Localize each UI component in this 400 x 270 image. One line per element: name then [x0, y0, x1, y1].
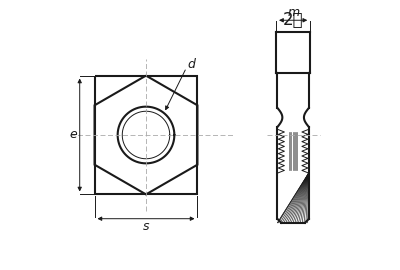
Text: m: m	[287, 6, 299, 19]
Text: s: s	[143, 220, 149, 233]
Text: e: e	[70, 129, 78, 141]
Text: d: d	[187, 58, 195, 71]
Text: 2種: 2種	[283, 11, 304, 29]
